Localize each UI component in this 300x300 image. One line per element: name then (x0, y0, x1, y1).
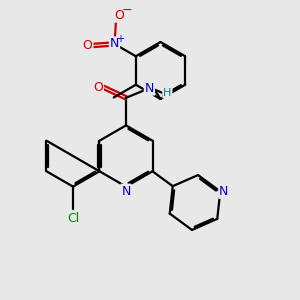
Text: N: N (110, 38, 119, 50)
Text: O: O (82, 39, 92, 52)
Text: N: N (219, 185, 229, 198)
Text: +: + (116, 34, 124, 44)
Text: N: N (121, 184, 131, 198)
Text: N: N (145, 82, 154, 95)
Text: H: H (163, 88, 172, 98)
Text: Cl: Cl (67, 212, 79, 225)
Text: −: − (121, 4, 132, 16)
Text: O: O (93, 81, 103, 94)
Text: O: O (114, 9, 124, 22)
